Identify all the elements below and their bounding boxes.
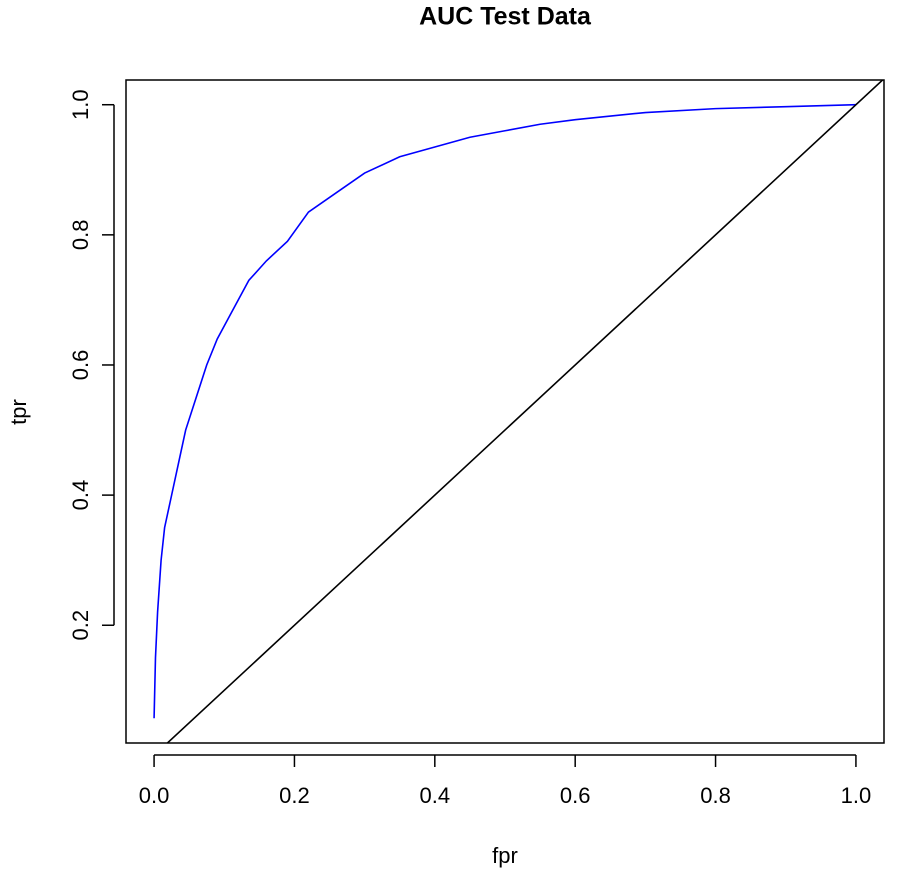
y-tick-label: 0.8 xyxy=(68,220,93,251)
y-tick-label: 1.0 xyxy=(68,89,93,120)
plot-box xyxy=(125,79,885,744)
x-tick-label: 1.0 xyxy=(841,783,872,808)
x-axis-label: fpr xyxy=(492,843,518,868)
x-tick-label: 0.8 xyxy=(700,783,731,808)
y-tick-label: 0.2 xyxy=(68,610,93,641)
y-tick-label: 0.6 xyxy=(68,350,93,381)
x-tick-label: 0.0 xyxy=(139,783,170,808)
x-tick-label: 0.4 xyxy=(420,783,451,808)
chart-title: AUC Test Data xyxy=(419,3,592,31)
y-tick-label: 0.4 xyxy=(68,480,93,511)
x-tick-label: 0.6 xyxy=(560,783,591,808)
plot-area xyxy=(153,80,884,743)
x-tick-label: 0.2 xyxy=(279,783,310,808)
series-line xyxy=(166,80,884,743)
y-axis-label: tpr xyxy=(6,399,31,425)
series-line xyxy=(153,103,856,719)
